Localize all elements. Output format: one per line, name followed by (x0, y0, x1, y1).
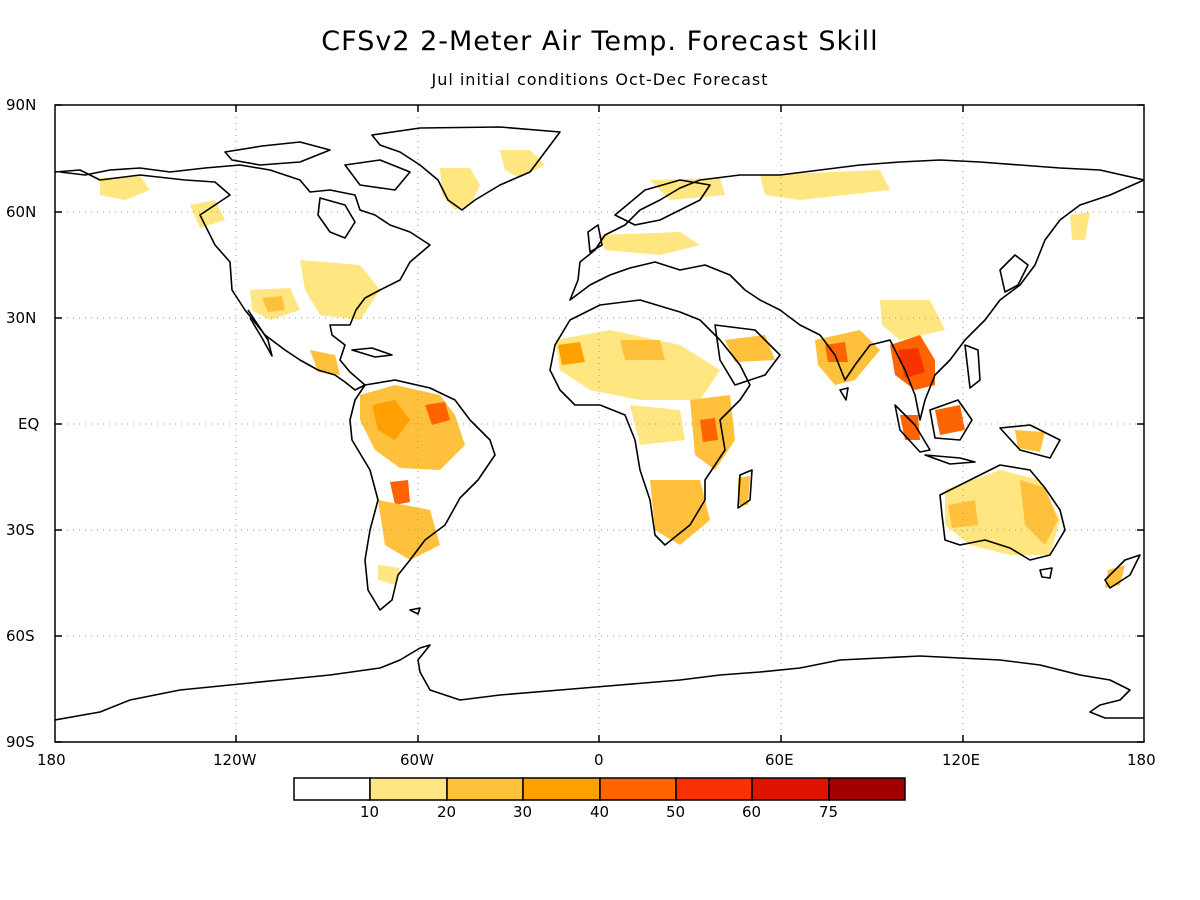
skill-patch-tibet (880, 300, 945, 340)
skill-patch-arabia (725, 335, 775, 362)
coastline-hudson (317, 197, 356, 239)
skill-patch-bolivia (390, 480, 410, 505)
skill-patch-eastafrica-core (700, 418, 718, 442)
lat-label-90n: 90N (6, 96, 37, 114)
coastline-new-zealand (1104, 554, 1141, 589)
skill-patch-alaska (100, 176, 150, 200)
legend-tick-50: 50 (666, 803, 686, 821)
legend-bin-6 (675, 777, 753, 801)
coastline-cuba (351, 347, 393, 358)
coastline-africa (549, 299, 751, 546)
skill-patch-greenland (440, 168, 480, 210)
skill-patch-europe (600, 232, 700, 255)
lon-label-60w: 60W (400, 751, 434, 769)
coastline-falklands (409, 607, 421, 615)
legend-bin-2 (369, 777, 448, 801)
skill-patch-india (815, 330, 880, 385)
coastline-tasmania (1039, 567, 1053, 579)
skill-patch-sahel (555, 330, 720, 400)
legend-tick-10: 10 (360, 803, 380, 821)
skill-patch-siberia (760, 170, 890, 200)
coastline-scandinavia (614, 179, 711, 226)
coastline-arctic-islands (224, 141, 331, 166)
coastline-sri-lanka (839, 387, 849, 401)
skill-patch-newguinea (1015, 430, 1045, 452)
legend-bin-4 (522, 777, 601, 801)
lon-label-60e: 60E (765, 751, 794, 769)
lon-label-0: 0 (594, 751, 604, 769)
legend-tick-20: 20 (437, 803, 457, 821)
legend-bin-3 (446, 777, 524, 801)
skill-patch-amazon-core (372, 400, 410, 440)
coastline-australia (939, 464, 1066, 561)
skill-patch-malaysia (900, 415, 920, 440)
lat-label-60s: 60S (6, 627, 35, 645)
skill-shading (100, 150, 1125, 588)
skill-patch-southern-africa (650, 480, 710, 545)
lat-label-eq: EQ (18, 415, 40, 433)
coastline-new-guinea (999, 424, 1061, 459)
skill-patch-usa-inner (262, 296, 285, 312)
coastline-south-america (349, 379, 496, 611)
axis-ticks (55, 104, 1144, 743)
coastline-arabia (714, 324, 781, 386)
skill-patch-usa-east (300, 260, 380, 320)
skill-patch-mexico (310, 350, 340, 375)
gridlines (55, 105, 1144, 742)
coastline-britain (587, 224, 603, 253)
skill-patch-madagascar (738, 476, 750, 505)
legend-bin-7 (751, 777, 830, 801)
map-title: CFSv2 2-Meter Air Temp. Forecast Skill (321, 26, 879, 57)
coastlines (55, 126, 1144, 721)
legend-tick-75: 75 (819, 803, 839, 821)
legend-tick-40: 40 (590, 803, 610, 821)
coastline-philippines (964, 344, 981, 389)
skill-patch-canada (190, 200, 225, 228)
coastline-north-america (55, 164, 431, 391)
skill-patch-westafrica (558, 342, 585, 365)
coastline-madagascar (737, 469, 753, 509)
coastline-eurasia (569, 159, 1144, 421)
lat-label-60n: 60N (6, 203, 37, 221)
legend-tick-60: 60 (742, 803, 762, 821)
lat-label-30n: 30N (6, 309, 37, 327)
legend-bin-5 (599, 777, 677, 801)
coastline-baja (247, 309, 273, 357)
skill-patch-greenland-east (500, 150, 545, 178)
skill-patch-amazon-east (425, 402, 450, 425)
coastline-sumatra (894, 404, 931, 453)
lon-label-180w: 180 (37, 751, 66, 769)
map-subtitle: Jul initial conditions Oct-Dec Forecast (431, 70, 769, 89)
coastline-borneo (929, 399, 973, 441)
coastline-antarctica (55, 644, 1144, 721)
skill-patch-patagonia (378, 565, 400, 585)
skill-patch-congo (630, 405, 685, 445)
coastline-baffin (344, 159, 411, 191)
legend-bin-1 (293, 777, 371, 801)
lon-label-120w: 120W (213, 751, 257, 769)
legend-tick-30: 30 (513, 803, 533, 821)
lat-label-90s: 90S (6, 733, 35, 751)
coastline-japan (999, 254, 1029, 293)
color-legend (293, 777, 906, 801)
skill-patch-india-core (825, 342, 848, 362)
skill-patch-australia-east (1020, 480, 1058, 545)
legend-bin-8 (828, 777, 906, 801)
coastline-java (924, 454, 976, 465)
skill-patch-borneo (935, 405, 965, 435)
lon-label-120e: 120E (942, 751, 981, 769)
coastline-greenland (371, 126, 561, 211)
skill-patch-sahara (620, 340, 665, 360)
lon-label-180e: 180 (1127, 751, 1156, 769)
lat-label-30s: 30S (6, 521, 35, 539)
skill-patch-kamchatka (1070, 212, 1090, 240)
